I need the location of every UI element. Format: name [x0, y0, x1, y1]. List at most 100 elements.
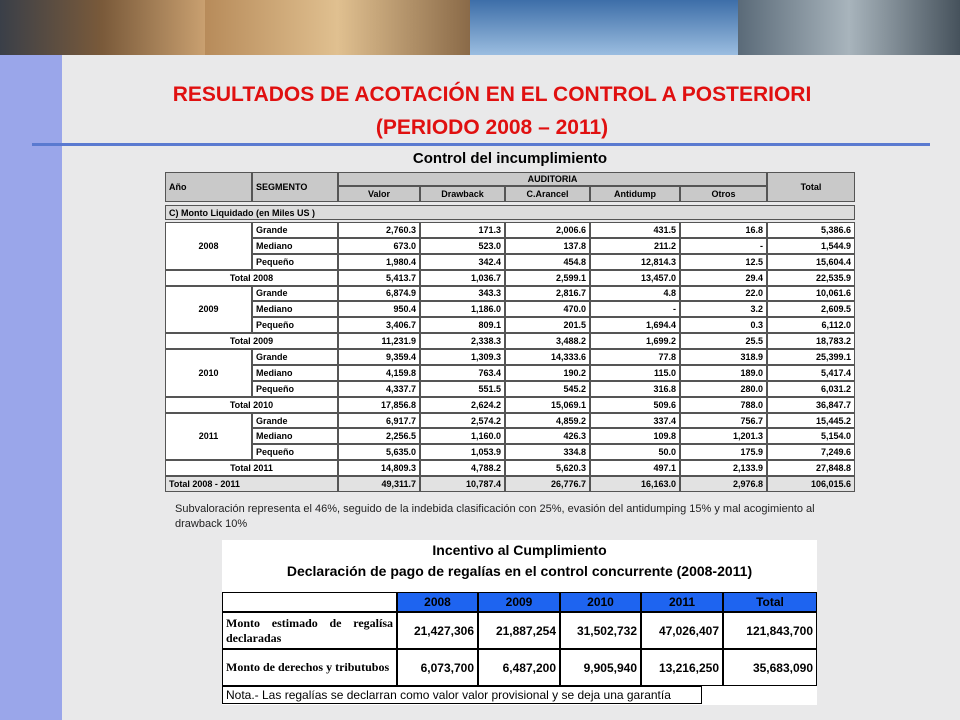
value-cell: 6,487,200	[478, 649, 560, 686]
segment-cell: Pequeño	[252, 317, 338, 334]
total-cell: 4,788.2	[420, 460, 505, 477]
grand-total-cell: 10,787.4	[420, 476, 505, 492]
year-cell: 2009	[165, 285, 252, 334]
header-cell: Drawback	[420, 186, 505, 202]
grand-total-cell: 49,311.7	[338, 476, 420, 492]
header-cell: C.Arancel	[505, 186, 590, 202]
total-cell: 27,848.8	[767, 460, 855, 477]
segment-cell: Pequeño	[252, 253, 338, 270]
value-cell: 6,073,700	[397, 649, 478, 686]
total-cell: 15,069.1	[505, 396, 590, 413]
total-label: Total 2009	[165, 333, 338, 350]
table-subtitle: Control del incumplimiento	[412, 150, 608, 167]
divider	[32, 143, 930, 146]
year-cell: 2011	[165, 412, 252, 461]
value-cell: 4,159.8	[338, 364, 420, 381]
value-cell: 3,406.7	[338, 317, 420, 334]
value-cell: -	[590, 301, 680, 318]
segment-cell: Pequeño	[252, 380, 338, 397]
note: Subvaloración representa el 46%, seguido…	[175, 503, 815, 530]
column-header: 2008	[397, 592, 478, 612]
value-cell: 109.8	[590, 428, 680, 445]
value-cell: 551.5	[420, 380, 505, 397]
header-cell: SEGMENTO	[252, 172, 338, 202]
row-label: Monto de derechos y tributubos	[222, 649, 397, 686]
value-cell: 12.5	[680, 253, 767, 270]
value-cell: 47,026,407	[641, 612, 723, 649]
value-cell: 431.5	[590, 222, 680, 238]
value-cell: 1,186.0	[420, 301, 505, 318]
value-cell: 1,053.9	[420, 444, 505, 461]
value-cell: 342.4	[420, 253, 505, 270]
total-cell: 14,809.3	[338, 460, 420, 477]
total-cell: 36,847.7	[767, 396, 855, 413]
year-cell: 2010	[165, 349, 252, 397]
value-cell: 21,887,254	[478, 612, 560, 649]
value-cell: 31,502,732	[560, 612, 641, 649]
corner-cell	[222, 592, 397, 612]
value-cell: 280.0	[680, 380, 767, 397]
value-cell: 35,683,090	[723, 649, 817, 686]
segment-cell: Pequeño	[252, 444, 338, 461]
segment-cell: Mediano	[252, 364, 338, 381]
value-cell: 6,874.9	[338, 285, 420, 302]
value-cell: 189.0	[680, 364, 767, 381]
total-label: Total 2011	[165, 460, 338, 477]
header-cell: Año	[165, 172, 252, 202]
total-label: Total 2010	[165, 396, 338, 413]
total-cell: 3,488.2	[505, 333, 590, 350]
value-cell: 15,445.2	[767, 412, 855, 429]
total-cell: 17,856.8	[338, 396, 420, 413]
value-cell: 77.8	[590, 349, 680, 365]
column-header: 2010	[560, 592, 641, 612]
total-cell: 1,699.2	[590, 333, 680, 350]
total-cell: 18,783.2	[767, 333, 855, 350]
value-cell: 6,031.2	[767, 380, 855, 397]
value-cell: 426.3	[505, 428, 590, 445]
value-cell: 1,201.3	[680, 428, 767, 445]
value-cell: 673.0	[338, 237, 420, 254]
value-cell: 2,760.3	[338, 222, 420, 238]
value-cell: 4.8	[590, 285, 680, 302]
total-cell: 2,599.1	[505, 269, 590, 286]
total-cell: 11,231.9	[338, 333, 420, 350]
value-cell: 14,333.6	[505, 349, 590, 365]
value-cell: 25,399.1	[767, 349, 855, 365]
grand-total-cell: 2,976.8	[680, 476, 767, 492]
row-label: Monto estimado de regalísa declaradas	[222, 612, 397, 649]
segment-cell: Grande	[252, 222, 338, 238]
value-cell: 318.9	[680, 349, 767, 365]
header-cell: AUDITORIA	[338, 172, 767, 186]
value-cell: 7,249.6	[767, 444, 855, 461]
value-cell: 1,160.0	[420, 428, 505, 445]
value-cell: 3.2	[680, 301, 767, 318]
title-line: RESULTADOS DE ACOTACIÓN EN EL CONTROL A …	[172, 83, 812, 106]
value-cell: 2,256.5	[338, 428, 420, 445]
value-cell: 2,006.6	[505, 222, 590, 238]
title: RESULTADOS DE ACOTACIÓN EN EL CONTROL A …	[62, 78, 922, 144]
grand-total-cell: 106,015.6	[767, 476, 855, 492]
header-cell: Antidump	[590, 186, 680, 202]
value-cell: 545.2	[505, 380, 590, 397]
value-cell: 454.8	[505, 253, 590, 270]
value-cell: 175.9	[680, 444, 767, 461]
grand-total-label: Total 2008 - 2011	[165, 476, 338, 492]
value-cell: 2,609.5	[767, 301, 855, 318]
value-cell: 0.3	[680, 317, 767, 334]
value-cell: 809.1	[420, 317, 505, 334]
total-cell: 788.0	[680, 396, 767, 413]
total-cell: 5,620.3	[505, 460, 590, 477]
value-cell: 4,337.7	[338, 380, 420, 397]
grand-total-cell: 26,776.7	[505, 476, 590, 492]
column-header: 2011	[641, 592, 723, 612]
value-cell: 763.4	[420, 364, 505, 381]
column-header: 2009	[478, 592, 560, 612]
value-cell: 211.2	[590, 237, 680, 254]
value-cell: 13,216,250	[641, 649, 723, 686]
table2-subtitle: Declaración de pago de regalías en el co…	[286, 563, 753, 579]
value-cell: 5,635.0	[338, 444, 420, 461]
year-cell: 2008	[165, 222, 252, 270]
